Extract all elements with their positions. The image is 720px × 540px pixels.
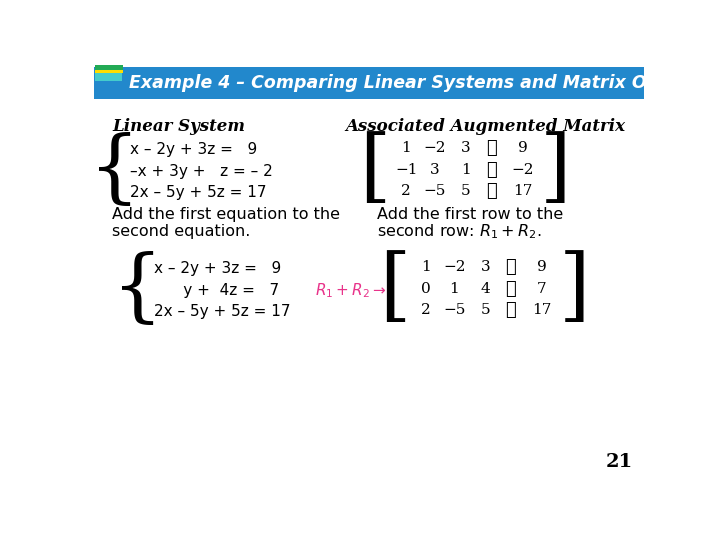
Text: ]: ]	[539, 131, 571, 208]
Text: 7: 7	[537, 282, 546, 296]
Text: Linear System: Linear System	[112, 118, 246, 135]
Text: ]: ]	[559, 250, 590, 328]
Text: {: {	[112, 252, 163, 329]
Text: Add the first row to the: Add the first row to the	[377, 207, 563, 222]
Text: 2: 2	[401, 184, 411, 198]
Text: 9: 9	[537, 260, 546, 274]
Text: 1: 1	[461, 163, 471, 177]
Text: −5: −5	[423, 184, 446, 198]
Polygon shape	[96, 63, 123, 70]
Text: 0: 0	[420, 282, 431, 296]
Text: 17: 17	[513, 184, 532, 198]
Text: 3: 3	[461, 141, 471, 155]
Text: −1: −1	[395, 163, 418, 177]
Polygon shape	[96, 73, 122, 81]
Text: –x + 3y +   z = – 2: –x + 3y + z = – 2	[130, 164, 273, 179]
Text: 1: 1	[449, 282, 459, 296]
Text: x – 2y + 3z =   9: x – 2y + 3z = 9	[130, 142, 258, 157]
Text: 5: 5	[461, 184, 471, 198]
Text: ⋮: ⋮	[486, 139, 497, 157]
Text: [: [	[379, 250, 410, 328]
Text: 5: 5	[480, 303, 490, 318]
Text: 3: 3	[430, 163, 440, 177]
Text: Example 4 – Comparing Linear Systems and Matrix Operations: Example 4 – Comparing Linear Systems and…	[129, 75, 720, 92]
FancyBboxPatch shape	[94, 67, 644, 99]
Text: second equation.: second equation.	[112, 225, 250, 239]
Text: −5: −5	[443, 303, 465, 318]
Text: −2: −2	[443, 260, 466, 274]
Text: −2: −2	[511, 163, 534, 177]
Text: ⋮: ⋮	[486, 160, 497, 179]
Text: 1: 1	[401, 141, 411, 155]
Text: [: [	[359, 131, 391, 208]
Text: 9: 9	[518, 141, 527, 155]
Text: ⋮: ⋮	[505, 280, 516, 298]
Text: 21: 21	[606, 454, 632, 471]
Text: ⋮: ⋮	[486, 182, 497, 200]
Text: 2: 2	[420, 303, 431, 318]
Text: 2x – 5y + 5z = 17: 2x – 5y + 5z = 17	[130, 185, 267, 200]
Text: 3: 3	[480, 260, 490, 274]
Text: {: {	[89, 132, 140, 210]
Text: Add the first equation to the: Add the first equation to the	[112, 207, 340, 222]
Text: 2x – 5y + 5z = 17: 2x – 5y + 5z = 17	[153, 305, 290, 320]
Text: 17: 17	[532, 303, 552, 318]
Text: $R_1 + R_2 \rightarrow$: $R_1 + R_2 \rightarrow$	[315, 281, 386, 300]
Text: ⋮: ⋮	[505, 301, 516, 320]
Text: −2: −2	[423, 141, 446, 155]
Polygon shape	[96, 70, 123, 73]
Text: 4: 4	[480, 282, 490, 296]
Text: second row: $R_1 + R_2$.: second row: $R_1 + R_2$.	[377, 222, 541, 241]
Text: Associated Augmented Matrix: Associated Augmented Matrix	[346, 118, 625, 135]
Text: 1: 1	[420, 260, 431, 274]
Text: x – 2y + 3z =   9: x – 2y + 3z = 9	[153, 261, 281, 276]
Text: y +  4z =   7: y + 4z = 7	[153, 283, 279, 298]
Text: ⋮: ⋮	[505, 258, 516, 276]
